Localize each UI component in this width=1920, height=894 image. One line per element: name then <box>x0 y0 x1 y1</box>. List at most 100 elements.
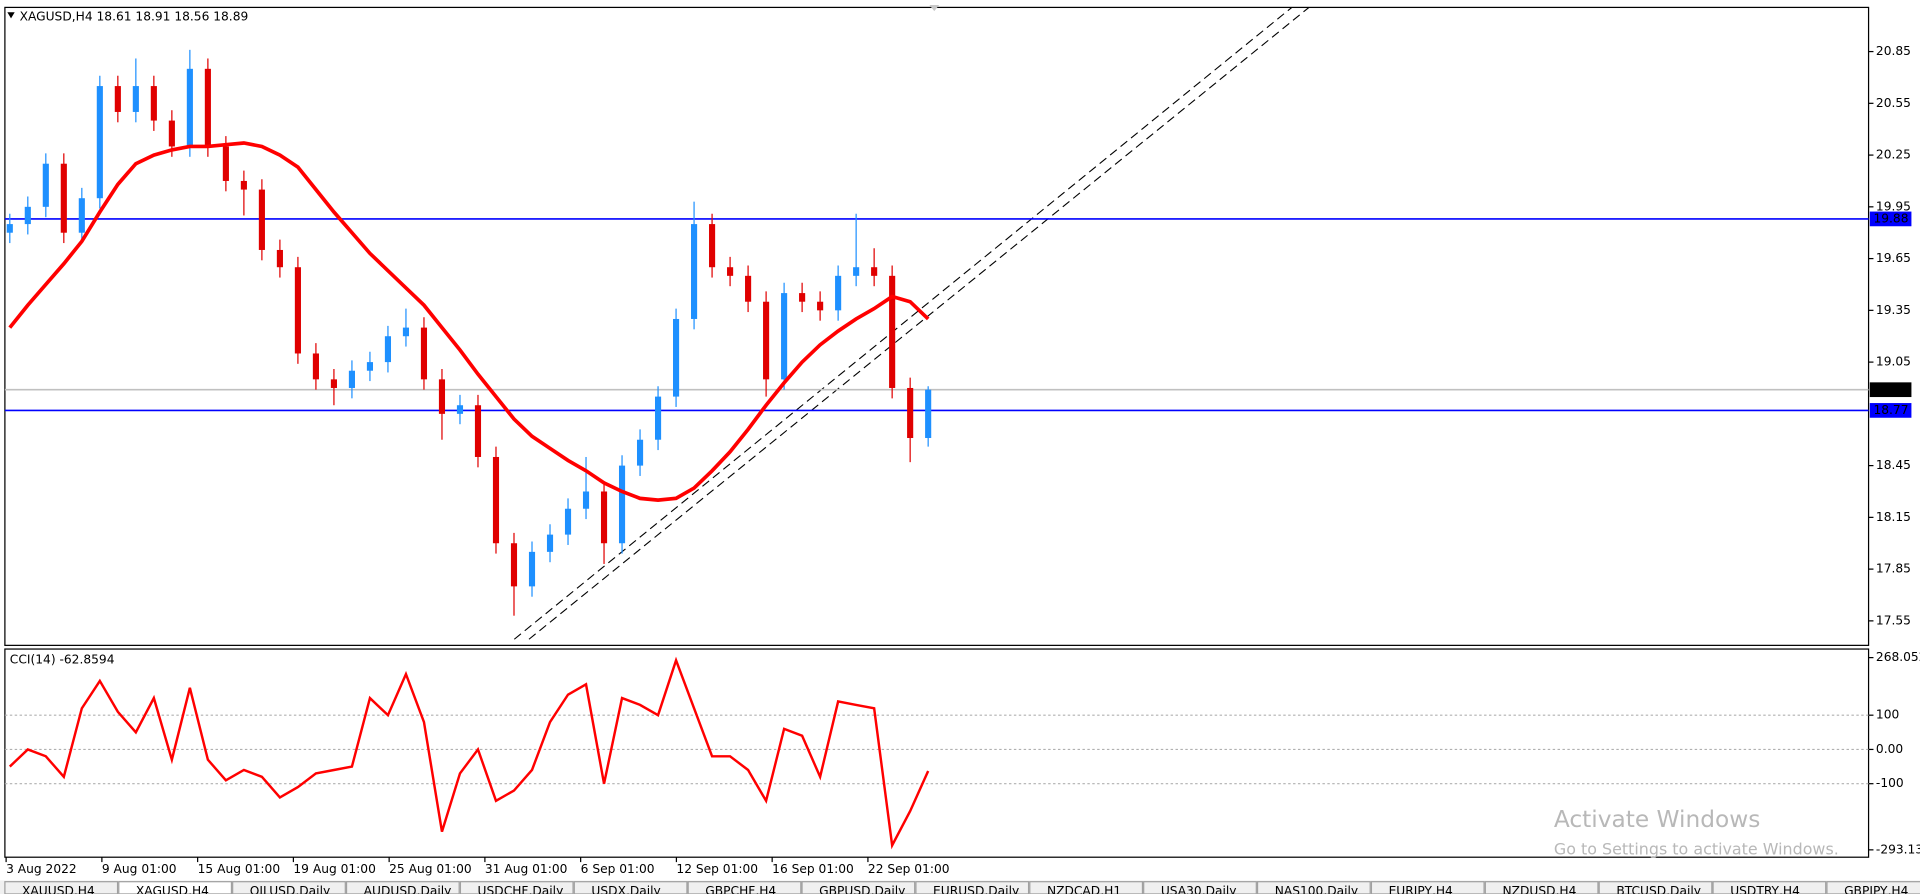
tab-label[interactable]: USDCHF,Daily <box>478 884 564 894</box>
cci-chart: -293.138 -100 0.00 100 268.052 3 Aug 2022 9 Au… <box>4 650 1920 876</box>
candle-body <box>6 224 13 233</box>
candle-body <box>510 543 518 587</box>
candle-body <box>150 86 157 121</box>
tab-list: XAUUSD,H4 XAGUSD,H4 OILUSD,Daily AUDUSD,Dai… <box>4 881 1920 894</box>
candle-body <box>402 327 410 337</box>
candle-body <box>564 508 572 535</box>
candle-body <box>528 551 536 587</box>
tab-label[interactable]: EURUSD,Daily <box>933 884 1019 894</box>
candle-body <box>132 86 139 112</box>
price-label-box <box>1869 403 1912 418</box>
candle-body <box>186 68 193 147</box>
menu-arrow <box>7 12 15 19</box>
candle-body <box>799 293 806 302</box>
x-tick-label: 6 Sep 01:00 <box>581 862 655 876</box>
candle-body <box>600 491 608 544</box>
tab-label[interactable]: AUDUSD,Daily <box>364 884 452 894</box>
tab-label[interactable]: NZDCAD,H1 <box>1047 884 1121 894</box>
x-tick-label: 19 Aug 01:00 <box>293 862 376 876</box>
tab-label[interactable]: USA30,Daily <box>1161 884 1237 894</box>
candle-body <box>420 327 428 380</box>
candle-body <box>582 491 590 509</box>
tab-label[interactable]: XAUUSD,H4 <box>22 884 95 894</box>
y-tick-label: 268.052 <box>1876 650 1920 664</box>
candle-body <box>853 267 860 276</box>
tab-label[interactable]: NAS100,Daily <box>1275 884 1358 894</box>
candle-body <box>366 362 374 371</box>
price-chart: 17.55 17.85 18.15 18.45 19.05 19.35 19.65 19.95… <box>4 44 1912 627</box>
x-tick-label: 22 Sep 01:00 <box>868 862 950 876</box>
candle-body <box>60 163 67 233</box>
candle-body <box>330 379 337 388</box>
candle-body <box>204 68 211 147</box>
candle-body <box>168 120 175 147</box>
tab-label[interactable]: GBPUSD,Daily <box>819 884 905 894</box>
cci-line <box>8 656 930 850</box>
price-label-box <box>1869 382 1912 398</box>
candle-body <box>42 163 49 207</box>
candle-body <box>294 267 301 354</box>
y-tick-label: 17.85 <box>1876 562 1911 576</box>
candle-body <box>384 336 392 363</box>
candle-body <box>673 318 680 397</box>
x-tick-label: 15 Aug 01:00 <box>198 862 280 876</box>
y-tick-label: 20.85 <box>1876 44 1911 58</box>
candle-body <box>889 275 896 388</box>
candle-body <box>871 267 878 276</box>
candle-body <box>114 86 121 112</box>
candle-body <box>438 379 446 414</box>
y-tick-label: -100 <box>1876 776 1904 790</box>
price-label: 18.89 <box>1873 382 1908 396</box>
candle-body <box>781 293 788 380</box>
y-tick-label: 19.95 <box>1876 199 1911 213</box>
y-tick-label: 18.15 <box>1876 510 1911 524</box>
candle-body <box>24 206 31 225</box>
trend-channel <box>513 6 1293 640</box>
candle-body <box>835 275 842 311</box>
candle-body <box>348 370 355 388</box>
candle-body <box>96 86 103 199</box>
watermark-text: Go to Settings to activate Windows. <box>1554 839 1839 858</box>
y-tick-label: 20.55 <box>1876 96 1911 110</box>
chart-title: XAGUSD,H4 18.61 18.91 18.56 18.89 <box>20 10 249 24</box>
x-tick-label: 16 Sep 01:00 <box>772 862 854 876</box>
candle-body <box>654 396 662 440</box>
y-tick-label: 0.00 <box>1876 742 1903 756</box>
y-tick-label: -293.138 <box>1876 842 1920 856</box>
candle-body <box>456 405 464 414</box>
tab-label[interactable]: OILUSD,Daily <box>250 884 330 894</box>
candle-body <box>258 189 265 250</box>
y-tick-label: 19.05 <box>1876 355 1911 369</box>
candle-body <box>925 389 932 439</box>
candle-body <box>763 301 770 380</box>
candle-body <box>240 180 247 190</box>
y-tick-label: 17.55 <box>1876 613 1911 627</box>
tab-label[interactable]: USDX,Daily <box>591 884 660 894</box>
tab-label[interactable]: GBPCHF,H4 <box>705 884 776 894</box>
tab-label[interactable]: NZDUSD,H4 <box>1502 884 1576 894</box>
y-tick-label: 19.65 <box>1876 251 1911 265</box>
indicator-title: CCI(14) -62.8594 <box>10 653 115 667</box>
shift-marker <box>929 4 940 12</box>
trend-channel <box>528 6 1310 640</box>
candle-body <box>745 275 752 302</box>
candle-body <box>222 146 229 181</box>
y-tick-label: 100 <box>1876 708 1899 722</box>
candle-body <box>78 198 85 233</box>
x-tick-label: 31 Aug 01:00 <box>485 862 568 876</box>
x-tick-label: 9 Aug 01:00 <box>102 862 177 876</box>
candle-body <box>546 534 554 552</box>
tab-label[interactable]: GBPJPY,H4 <box>1844 884 1909 894</box>
x-tick-label: 3 Aug 2022 <box>6 862 77 876</box>
tab-label[interactable]: EURJPY,H4 <box>1389 884 1453 894</box>
tab-label[interactable]: XAGUSD,H4 <box>136 884 209 894</box>
candle-body <box>691 224 698 319</box>
candle-body <box>474 405 482 457</box>
tab-label[interactable]: USDTRY,H4 <box>1730 884 1800 894</box>
price-label: 18.77 <box>1873 403 1908 417</box>
price-label: 19.88 <box>1873 211 1908 225</box>
candle-body <box>636 439 644 466</box>
moving-average <box>8 141 930 502</box>
tab-label[interactable]: BTCUSD,Daily <box>1616 884 1701 894</box>
